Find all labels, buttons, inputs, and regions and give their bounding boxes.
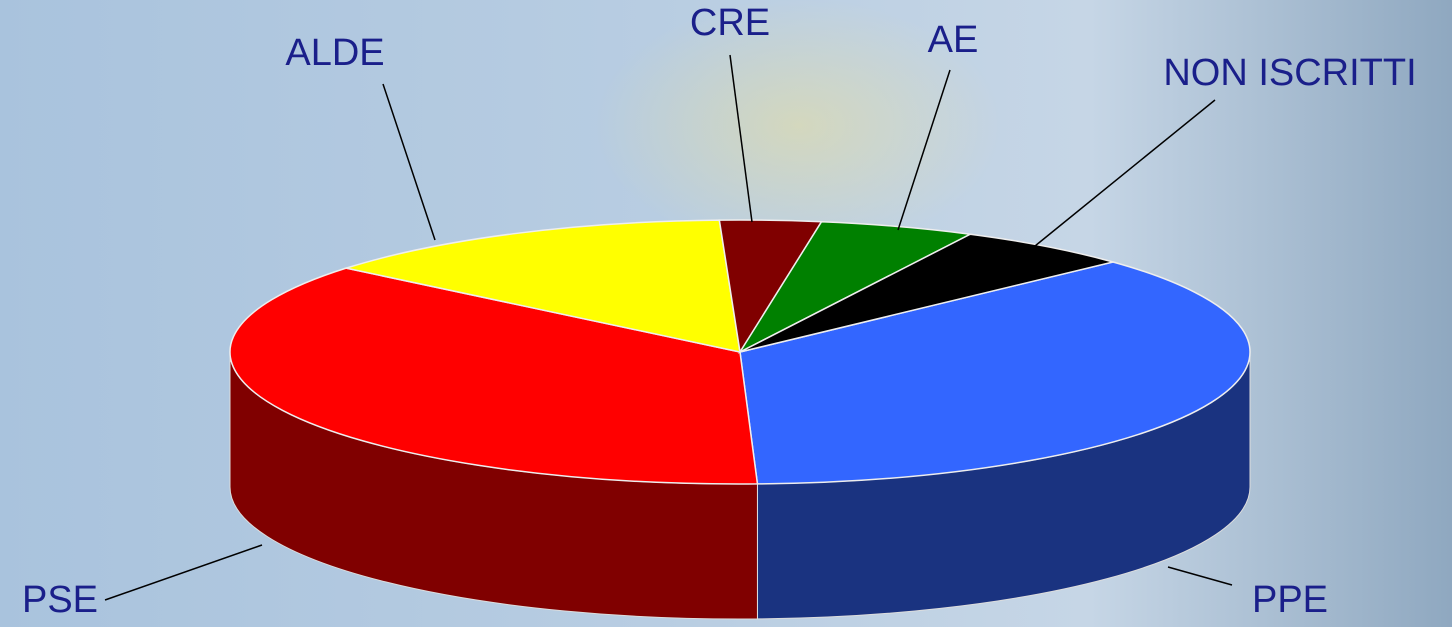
slice-label: NON ISCRITTI xyxy=(1163,52,1416,94)
slide: PPE PSE ALDE CRE AE NON ISCRITTI xyxy=(0,0,1452,627)
leader-line xyxy=(898,70,950,230)
slice-label: ALDE xyxy=(285,32,384,74)
leader-line xyxy=(730,55,752,222)
leader-line xyxy=(383,84,435,240)
chart: PPE PSE ALDE CRE AE NON ISCRITTI xyxy=(0,0,1452,627)
leader-line xyxy=(1035,100,1215,246)
slice-label: AE xyxy=(928,19,979,61)
slice-label: PPE xyxy=(1252,579,1328,621)
slice-label: PSE xyxy=(22,579,98,621)
leader-line xyxy=(105,545,262,600)
slice-label: CRE xyxy=(690,2,770,44)
leader-line xyxy=(1168,567,1232,585)
